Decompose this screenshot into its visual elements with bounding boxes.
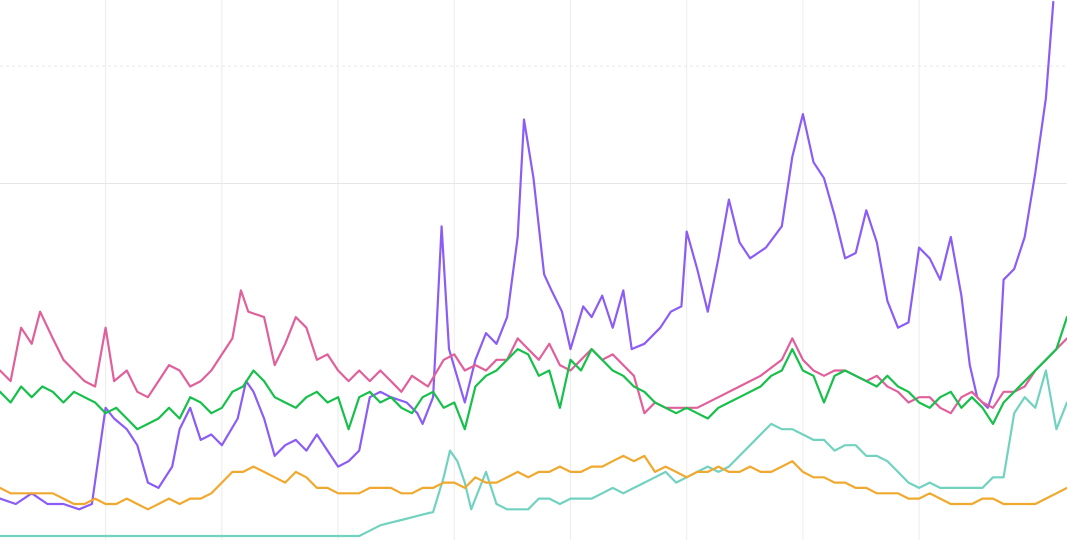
series-line-1 [0,0,1055,511]
series-line-5 [0,454,1067,511]
series-line-4 [0,369,1067,538]
series-line-3 [0,316,1067,431]
series-line-2 [0,289,1067,415]
